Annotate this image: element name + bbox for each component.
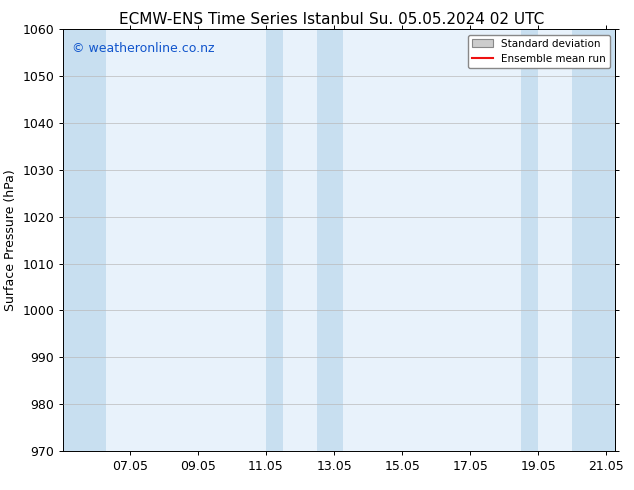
Text: © weatheronline.co.nz: © weatheronline.co.nz: [72, 42, 214, 55]
Bar: [573, 29, 615, 451]
Text: Su. 05.05.2024 02 UTC: Su. 05.05.2024 02 UTC: [369, 12, 544, 27]
Legend: Standard deviation, Ensemble mean run: Standard deviation, Ensemble mean run: [467, 35, 610, 68]
Bar: [63, 29, 106, 451]
Y-axis label: Surface Pressure (hPa): Surface Pressure (hPa): [4, 169, 17, 311]
Bar: [521, 29, 538, 451]
Bar: [266, 29, 283, 451]
Bar: [317, 29, 342, 451]
Text: ECMW-ENS Time Series Istanbul: ECMW-ENS Time Series Istanbul: [119, 12, 363, 27]
